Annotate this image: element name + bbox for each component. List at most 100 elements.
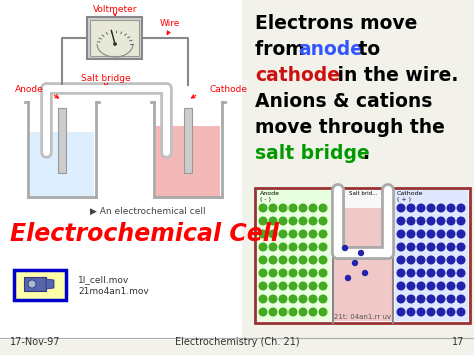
Text: Salt brid...: Salt brid... [349,191,377,196]
Bar [333,208,393,321]
Text: 1l_cell.mov: 1l_cell.mov [78,275,129,284]
Circle shape [259,269,267,277]
Circle shape [269,204,277,212]
Text: Anode: Anode [15,85,44,94]
Circle shape [407,230,415,238]
Circle shape [343,246,347,251]
Circle shape [397,256,405,264]
Circle shape [447,204,455,212]
Circle shape [407,256,415,264]
Text: Cathode
( + ): Cathode ( + ) [397,191,423,202]
Circle shape [319,230,327,238]
Text: Electrochemical Cell: Electrochemical Cell [10,222,279,246]
Circle shape [309,308,317,316]
Text: Electrons move: Electrons move [255,14,418,33]
Circle shape [447,295,455,303]
Circle shape [437,243,445,251]
Circle shape [407,295,415,303]
Circle shape [397,308,405,316]
Circle shape [299,308,307,316]
Circle shape [319,308,327,316]
Circle shape [259,295,267,303]
Text: ▶ An electrochemical cell: ▶ An electrochemical cell [90,207,206,216]
Circle shape [269,269,277,277]
Bar [395,190,468,321]
Circle shape [437,256,445,264]
Circle shape [279,230,287,238]
Circle shape [269,217,277,225]
Text: 17: 17 [452,337,464,347]
Bar [257,190,331,321]
Circle shape [289,269,297,277]
Circle shape [289,230,297,238]
Text: cathode: cathode [255,66,340,85]
Circle shape [309,243,317,251]
Circle shape [319,243,327,251]
Circle shape [289,243,297,251]
Circle shape [427,204,435,212]
Circle shape [299,243,307,251]
Text: salt bridge: salt bridge [255,144,370,163]
Circle shape [279,217,287,225]
Text: anode: anode [298,40,363,59]
Circle shape [397,217,405,225]
Circle shape [309,204,317,212]
Circle shape [299,204,307,212]
Circle shape [279,243,287,251]
Circle shape [259,230,267,238]
Circle shape [447,269,455,277]
Circle shape [417,256,425,264]
Circle shape [259,217,267,225]
Text: .: . [362,144,369,163]
Circle shape [427,308,435,316]
Circle shape [437,204,445,212]
Circle shape [309,295,317,303]
Bar [255,188,470,323]
Circle shape [269,256,277,264]
Circle shape [259,282,267,290]
Circle shape [457,243,465,251]
Text: Wire: Wire [160,19,181,28]
Bar [91,20,139,56]
Text: Cathode: Cathode [210,85,248,94]
Circle shape [397,204,405,212]
Circle shape [309,256,317,264]
Circle shape [279,295,287,303]
Circle shape [259,256,267,264]
Circle shape [457,230,465,238]
Circle shape [319,282,327,290]
Bar [156,126,220,197]
Circle shape [363,271,367,275]
Text: 21t: 04an1.rr uv: 21t: 04an1.rr uv [334,314,391,320]
Circle shape [299,269,307,277]
Text: 21mo4an1.mov: 21mo4an1.mov [78,287,149,296]
Circle shape [309,217,317,225]
Circle shape [437,230,445,238]
Circle shape [299,282,307,290]
Circle shape [269,230,277,238]
Circle shape [457,282,465,290]
Circle shape [309,230,317,238]
Circle shape [417,217,425,225]
Circle shape [447,308,455,316]
Bar [0,0,242,340]
Circle shape [353,261,357,266]
Circle shape [397,269,405,277]
Circle shape [289,217,297,225]
Circle shape [279,282,287,290]
Circle shape [319,204,327,212]
Bar [88,17,143,59]
Circle shape [457,269,465,277]
Circle shape [299,217,307,225]
Circle shape [397,243,405,251]
Circle shape [259,308,267,316]
Text: to: to [352,40,380,59]
Circle shape [319,256,327,264]
Circle shape [269,243,277,251]
Circle shape [437,295,445,303]
Circle shape [279,256,287,264]
Text: 17-Nov-97: 17-Nov-97 [10,337,61,347]
Circle shape [279,204,287,212]
Circle shape [417,308,425,316]
Circle shape [397,295,405,303]
